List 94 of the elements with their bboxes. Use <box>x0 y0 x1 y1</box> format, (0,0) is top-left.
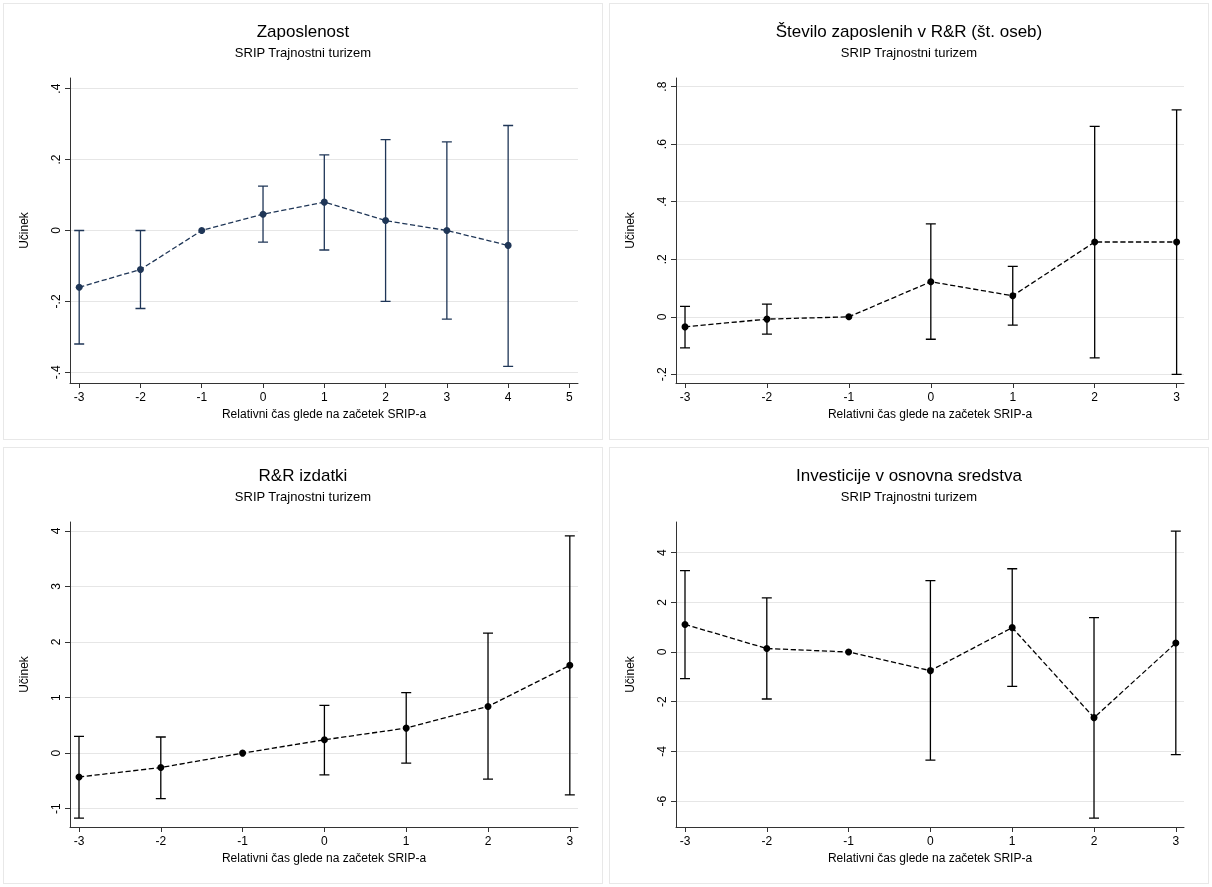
point <box>75 283 83 291</box>
y-tick-label: 1 <box>49 693 63 701</box>
x-tick-label: 1 <box>320 390 328 404</box>
x-tick-label: -1 <box>843 833 855 848</box>
y-tick-label: .8 <box>655 81 669 92</box>
x-axis-title: Relativni čas glede na začetek SRIP-a <box>827 850 1033 865</box>
y-tick-label: 0 <box>655 647 669 655</box>
y-tick-label: -2 <box>655 695 669 707</box>
point <box>198 227 206 234</box>
x-tick-label: -1 <box>196 390 208 404</box>
x-axis-title: Relativni čas glede na začetek SRIP-a <box>827 406 1033 421</box>
x-axis-title: Relativni čas glede na začetek SRIP-a <box>221 406 427 421</box>
x-tick-label: 0 <box>259 390 267 404</box>
y-tick-label: 4 <box>49 526 63 534</box>
point <box>845 648 853 655</box>
x-tick-label: -3 <box>679 390 691 404</box>
y-tick-label: 3 <box>49 582 63 590</box>
x-tick-label: 2 <box>1091 390 1099 404</box>
x-tick-label: -3 <box>679 833 691 848</box>
point <box>845 313 853 321</box>
y-tick-label: -.2 <box>655 367 669 382</box>
point <box>926 666 934 674</box>
point <box>484 702 492 710</box>
y-tick-label: 0 <box>49 226 63 234</box>
point <box>566 661 574 669</box>
y-axis-title: Učinek <box>17 211 31 249</box>
x-tick-label: 2 <box>1090 833 1098 848</box>
x-axis-title: Relativni čas glede na začetek SRIP-a <box>221 850 427 865</box>
x-tick-label: -2 <box>761 390 773 404</box>
point <box>402 724 410 732</box>
x-tick-label: 5 <box>566 390 574 404</box>
y-tick-label: -.4 <box>49 365 63 380</box>
y-tick-label: 0 <box>49 748 63 756</box>
x-tick-label: 4 <box>504 390 512 404</box>
x-tick-label: 1 <box>1008 833 1016 848</box>
chart-subtitle: SRIP Trajnostni turizem <box>840 45 978 60</box>
point <box>1172 639 1180 647</box>
point <box>504 241 512 249</box>
y-tick-label: -4 <box>655 745 669 757</box>
y-axis-title: Učinek <box>623 211 637 249</box>
y-tick-label: 2 <box>655 598 669 606</box>
x-tick-label: 3 <box>1173 390 1181 404</box>
chart-title: Število zaposlenih v R&R (št. oseb) <box>775 22 1043 41</box>
x-tick-label: 0 <box>321 833 329 848</box>
point <box>239 749 247 757</box>
point <box>1091 238 1099 246</box>
chart-title: Zaposlenost <box>256 22 350 41</box>
chart-title: Investicije v osnovna sredstva <box>796 465 1023 485</box>
y-tick-label: -1 <box>49 802 63 814</box>
point <box>443 227 451 234</box>
x-tick-label: 3 <box>566 833 574 848</box>
x-tick-label: -2 <box>135 390 147 404</box>
point <box>681 620 689 628</box>
chart-title: R&R izdatki <box>258 465 348 485</box>
point <box>927 278 935 286</box>
x-tick-label: -1 <box>843 390 855 404</box>
point <box>1173 238 1181 246</box>
x-tick-label: -3 <box>73 390 85 404</box>
y-axis-title: Učinek <box>623 654 637 693</box>
y-tick-label: .4 <box>655 196 669 207</box>
x-tick-label: -2 <box>155 833 167 848</box>
y-tick-label: .4 <box>49 83 63 94</box>
point <box>382 217 390 225</box>
point <box>320 198 328 206</box>
x-tick-label: 3 <box>443 390 451 404</box>
chart-subtitle: SRIP Trajnostni turizem <box>840 488 978 504</box>
x-tick-label: 0 <box>927 833 935 848</box>
y-tick-label: .2 <box>655 253 669 265</box>
x-tick-label: 2 <box>382 390 390 404</box>
point <box>157 763 165 771</box>
y-axis-title: Učinek <box>17 654 31 693</box>
y-tick-label: 0 <box>655 313 669 321</box>
chart-subtitle: SRIP Trajnostni turizem <box>234 488 372 504</box>
y-tick-label: .2 <box>49 154 63 165</box>
x-tick-label: 0 <box>927 390 935 404</box>
point <box>320 735 328 743</box>
x-tick-label: -1 <box>237 833 249 848</box>
point <box>1009 292 1017 300</box>
x-tick-label: -2 <box>761 833 773 848</box>
x-tick-label: 1 <box>1009 390 1017 404</box>
point <box>1090 713 1098 721</box>
chart-subtitle: SRIP Trajnostni turizem <box>234 45 372 60</box>
x-tick-label: 2 <box>484 833 492 848</box>
point <box>763 644 771 652</box>
y-tick-label: 2 <box>49 637 63 645</box>
point <box>136 266 144 274</box>
y-tick-label: -.2 <box>49 294 63 309</box>
point <box>1008 623 1016 631</box>
x-tick-label: 1 <box>402 833 410 848</box>
y-tick-label: .6 <box>655 138 669 150</box>
x-tick-label: -3 <box>73 833 85 848</box>
y-tick-label: -6 <box>655 794 669 806</box>
y-tick-label: 4 <box>655 548 669 556</box>
x-tick-label: 3 <box>1172 833 1180 848</box>
